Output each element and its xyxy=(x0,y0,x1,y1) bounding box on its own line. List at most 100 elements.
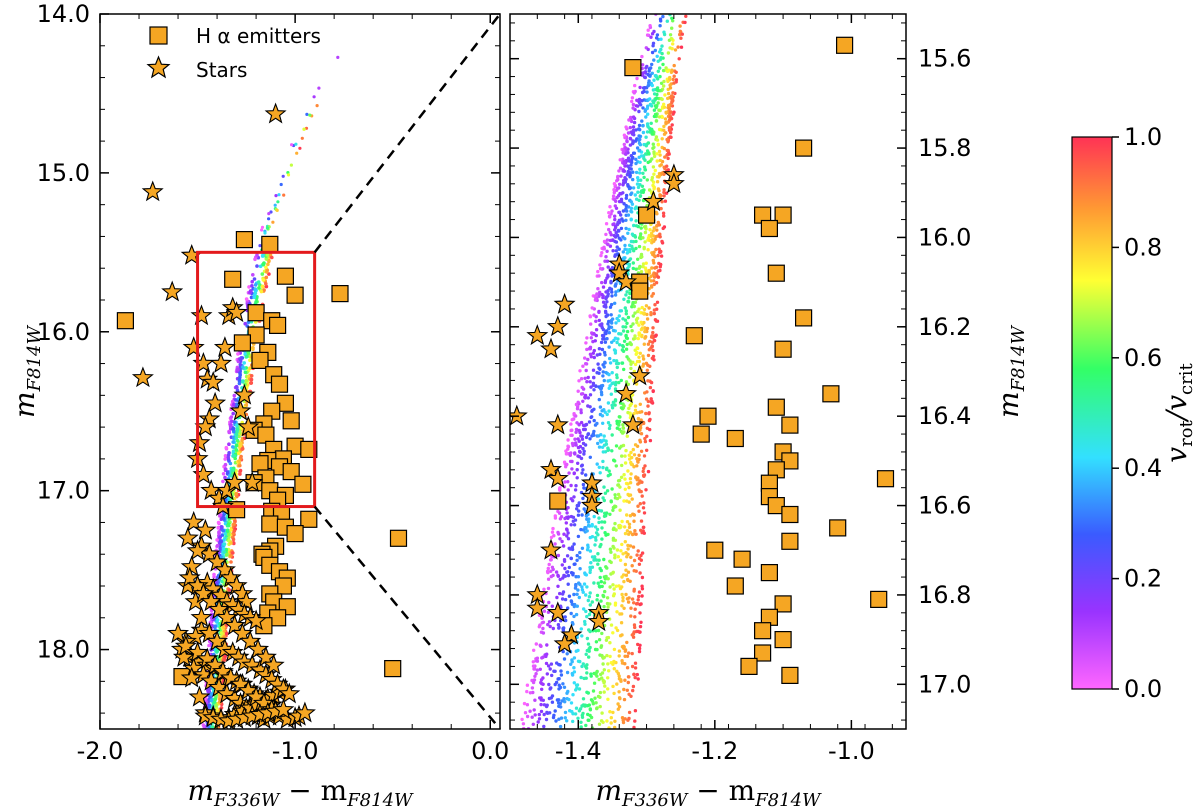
rotation-dot xyxy=(645,390,649,394)
rotation-dot xyxy=(655,96,659,100)
rotation-dot xyxy=(563,710,568,715)
rotation-dot xyxy=(649,274,653,279)
rotation-dot xyxy=(599,645,603,649)
rotation-dot xyxy=(654,319,658,323)
rotation-dot xyxy=(641,354,645,358)
rotation-dot xyxy=(665,120,669,125)
rotation-dot xyxy=(602,679,606,684)
rotation-dot xyxy=(643,336,647,340)
rotation-dot xyxy=(601,450,605,454)
rotation-dot xyxy=(629,606,633,610)
rotation-dot xyxy=(606,292,610,296)
rotation-dot xyxy=(232,420,237,424)
rotation-dot xyxy=(535,656,540,660)
star-marker xyxy=(188,685,211,707)
rotation-dot xyxy=(604,222,609,226)
rotation-dot xyxy=(626,600,631,604)
rotation-dot xyxy=(601,465,605,470)
rotation-dot xyxy=(640,54,644,59)
rotation-dot xyxy=(600,251,604,255)
rotation-dot xyxy=(626,156,631,160)
rotation-dot xyxy=(531,664,536,668)
rotation-dot xyxy=(231,537,236,542)
rotation-dot xyxy=(612,188,616,192)
rotation-dot xyxy=(623,649,627,653)
rotation-dot xyxy=(603,531,607,535)
rotation-dot xyxy=(670,97,674,102)
rotation-dot xyxy=(601,337,605,341)
rotation-dot xyxy=(569,433,573,437)
rotation-dot xyxy=(590,600,594,604)
rotation-dot xyxy=(222,625,226,629)
rotation-dot xyxy=(658,74,662,79)
rotation-dot xyxy=(566,531,570,535)
rotation-dot xyxy=(683,20,687,25)
rotation-dot xyxy=(627,159,632,163)
rotation-dot xyxy=(605,412,609,417)
rotation-dot xyxy=(588,535,592,540)
star-marker xyxy=(540,337,562,359)
rotation-dot xyxy=(534,672,538,676)
rotation-dot xyxy=(582,582,587,586)
rotation-dot xyxy=(544,717,549,722)
rotation-dot xyxy=(631,141,635,145)
rotation-dot xyxy=(646,72,650,77)
rotation-dot xyxy=(625,520,630,524)
rotation-dot xyxy=(244,297,249,301)
rotation-dot xyxy=(616,492,621,497)
rotation-dot xyxy=(610,294,614,298)
rotation-dot xyxy=(632,453,637,457)
halpha-marker xyxy=(692,425,710,443)
rotation-dot xyxy=(572,604,576,609)
rotation-dot xyxy=(222,658,227,662)
rotation-dot xyxy=(598,267,603,271)
rotation-dot xyxy=(603,410,607,414)
rotation-dot xyxy=(594,333,598,338)
rotation-dot xyxy=(614,249,618,253)
rotation-dot xyxy=(661,211,666,215)
rotation-dot xyxy=(633,719,637,723)
rotation-dot xyxy=(231,551,235,555)
rotation-dot xyxy=(305,112,309,116)
halpha-marker xyxy=(270,375,289,393)
legend-stars-label: Stars xyxy=(196,58,247,82)
rotation-dot xyxy=(612,691,616,696)
star-marker xyxy=(642,190,665,212)
rotation-dot xyxy=(581,364,585,368)
zoom-connector-top xyxy=(313,13,501,254)
rotation-dot xyxy=(638,410,642,414)
rotation-dot xyxy=(617,705,622,709)
rotation-dot xyxy=(615,682,619,686)
rotation-dot xyxy=(627,118,631,122)
rotation-dot xyxy=(640,119,644,123)
rotation-dot xyxy=(613,293,618,297)
rotation-dot xyxy=(595,421,599,426)
rotation-dot xyxy=(655,159,659,163)
x-tick-label: -1.0 xyxy=(828,737,875,765)
rotation-dot xyxy=(581,468,585,472)
rotation-dot xyxy=(605,249,609,253)
rotation-dot xyxy=(677,57,681,61)
rotation-dot xyxy=(647,79,651,83)
rotation-dot xyxy=(666,96,670,101)
halpha-marker xyxy=(631,282,649,300)
rotation-dot xyxy=(620,612,624,616)
rotation-dot xyxy=(663,93,667,97)
rotation-dot xyxy=(640,494,644,498)
rotation-dot xyxy=(655,104,659,108)
rotation-dot xyxy=(597,638,602,642)
rotation-dot xyxy=(587,703,591,707)
rotation-dot xyxy=(547,620,552,624)
rotation-dot xyxy=(613,403,617,407)
rotation-dot xyxy=(637,481,641,485)
rotation-dot xyxy=(624,347,629,351)
rotation-dot xyxy=(640,305,644,310)
rotation-dot xyxy=(530,715,534,719)
rotation-dot xyxy=(603,340,608,344)
star-marker xyxy=(608,261,631,283)
halpha-marker xyxy=(294,475,312,493)
rotation-dot xyxy=(231,440,235,444)
rotation-dot xyxy=(665,148,669,153)
rotation-dot xyxy=(632,411,636,416)
rotation-dot xyxy=(569,599,573,603)
